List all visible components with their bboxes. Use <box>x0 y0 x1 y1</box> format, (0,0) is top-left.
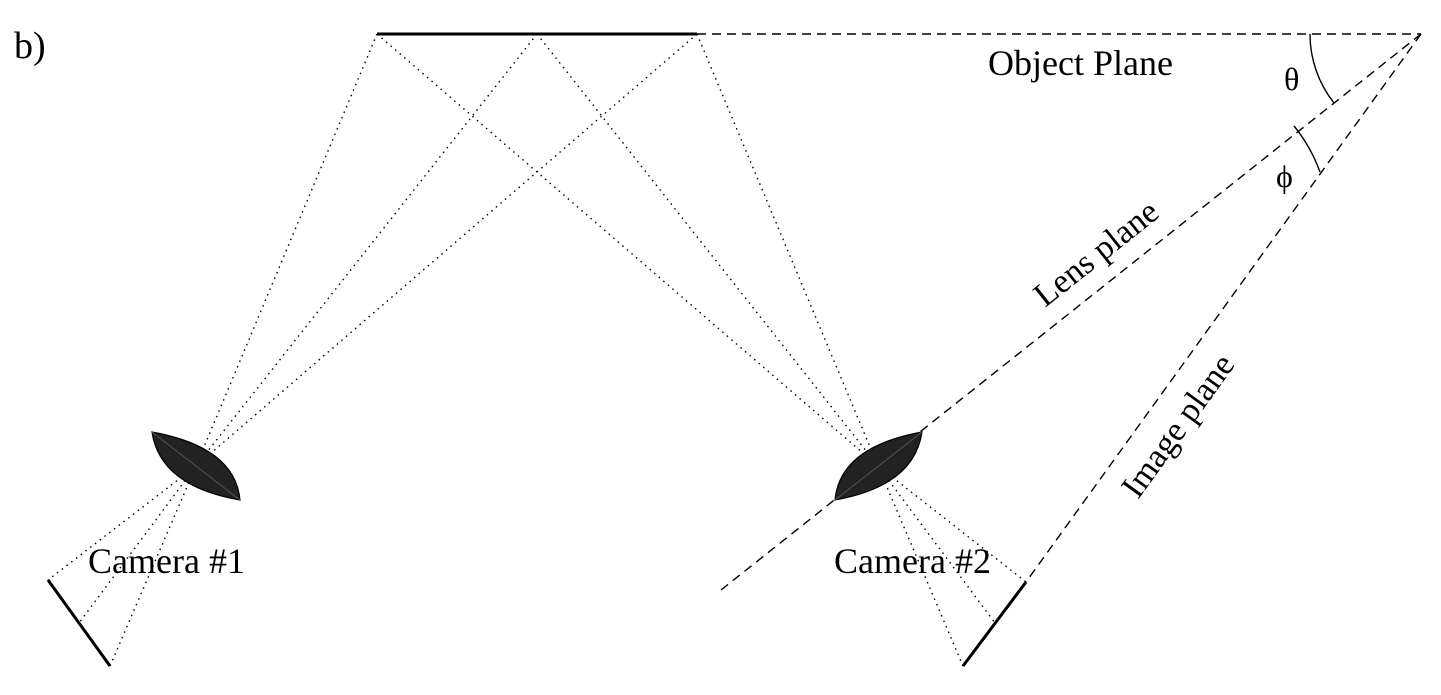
ray-c1-right <box>195 33 698 467</box>
phi-angle-arc <box>1293 125 1321 173</box>
ray-c1-sensor-bottom <box>109 465 197 667</box>
ray-c2-sensor-bottom <box>877 465 964 667</box>
camera-1-lens-axis <box>151 431 241 501</box>
lens-plane-line <box>720 33 1422 591</box>
ray-c1-left <box>195 33 378 467</box>
camera-1-sensor <box>46 579 112 667</box>
image-plane-label: Image plane <box>1114 348 1242 505</box>
ray-c1-center <box>195 33 538 467</box>
image-plane-line <box>1025 33 1422 583</box>
camera-2-label: Camera #2 <box>834 541 991 581</box>
ray-c2-sensor-mid <box>877 465 996 624</box>
object-plane-label: Object Plane <box>988 43 1173 83</box>
ray-c2-right <box>696 33 879 467</box>
ray-c2-left <box>376 33 879 467</box>
camera-2-sensor <box>961 581 1028 667</box>
ray-c1-sensor-top <box>47 465 197 581</box>
camera-2-lens-axis <box>834 431 923 501</box>
phi-symbol: ϕ <box>1276 158 1293 194</box>
ray-c2-center <box>536 33 879 467</box>
theta-symbol: θ <box>1284 61 1299 97</box>
ray-c1-sensor-mid <box>78 465 197 624</box>
theta-angle-arc <box>1309 33 1335 104</box>
camera-1-label: Camera #1 <box>88 541 245 581</box>
panel-label: b) <box>14 25 46 67</box>
ray-c2-sensor-top <box>877 465 1027 583</box>
